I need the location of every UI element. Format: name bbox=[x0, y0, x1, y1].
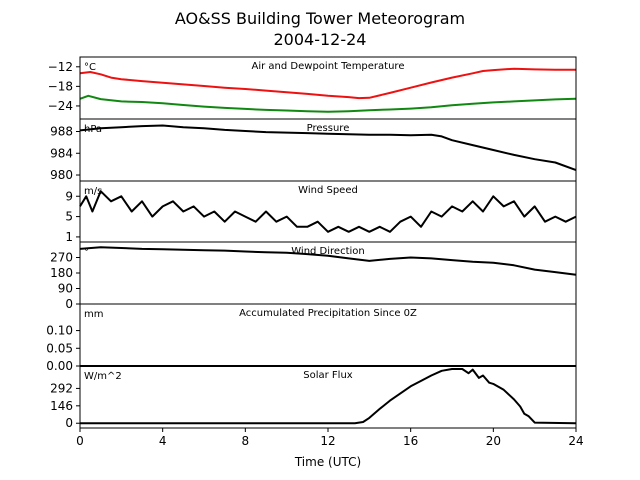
panel-3-unit: ° bbox=[84, 247, 89, 258]
panels-group: −12 −18 −24 °C Air and Dewpoint Temperature 9… bbox=[46, 56, 577, 430]
panel-5-ytick-label: 146 bbox=[50, 399, 73, 413]
panel-5-title: Solar Flux bbox=[303, 370, 353, 381]
panel-1-ytick-label: 988 bbox=[50, 125, 73, 139]
panel-3-ytick-label: 180 bbox=[50, 266, 73, 280]
x-tick-label: 8 bbox=[242, 434, 250, 448]
panel-4-unit: mm bbox=[84, 309, 103, 320]
x-tick-label: 16 bbox=[403, 434, 418, 448]
panel-3-ytick-label: 0 bbox=[65, 297, 73, 311]
panel-0-title: Air and Dewpoint Temperature bbox=[252, 61, 405, 72]
chart-title: AO&SS Building Tower Meteorogram bbox=[175, 9, 465, 28]
panel-3-title: Wind Direction bbox=[291, 246, 365, 257]
panel-5-ytick-label: 0 bbox=[65, 416, 73, 430]
panel-3-ytick-label: 270 bbox=[50, 251, 73, 265]
panel-2-ytick-label: 5 bbox=[65, 210, 73, 224]
panel-0-ytick-label: −12 bbox=[48, 60, 73, 74]
panel-3-series-0-line bbox=[79, 246, 577, 276]
panel-0-ytick-label: −18 bbox=[48, 79, 73, 93]
panel-5-series-0-line bbox=[80, 368, 577, 425]
panel-0-unit: °C bbox=[84, 62, 96, 73]
x-tick-label: 4 bbox=[159, 434, 167, 448]
panel-4-title: Accumulated Precipitation Since 0Z bbox=[239, 308, 417, 319]
panel-4-ytick-label: 0.05 bbox=[46, 341, 73, 355]
panel-0-series-1-line bbox=[79, 94, 577, 113]
panel-2-ytick-label: 9 bbox=[65, 189, 73, 203]
panel-5-unit: W/m^2 bbox=[84, 371, 122, 382]
panel-1-ytick-label: 980 bbox=[50, 168, 73, 182]
panel-2-ytick-label: 1 bbox=[65, 230, 73, 244]
panel-3-ytick-label: 90 bbox=[58, 282, 73, 296]
x-tick-label: 12 bbox=[320, 434, 335, 448]
x-axis-label: Time (UTC) bbox=[294, 455, 361, 469]
panel-2-series-0-line bbox=[79, 190, 577, 233]
panel-4-ytick-label: 0.00 bbox=[46, 359, 73, 373]
panel-5-ytick-label: 292 bbox=[50, 381, 73, 395]
x-tick-label: 20 bbox=[486, 434, 501, 448]
panel-4-ytick-label: 0.10 bbox=[46, 324, 73, 338]
panel-2-unit: m/s bbox=[84, 186, 102, 197]
panel-1-series-0-line bbox=[79, 124, 577, 172]
panel-1-title: Pressure bbox=[307, 123, 350, 134]
x-tick-label: 0 bbox=[76, 434, 84, 448]
panel-0-series-0-line bbox=[79, 67, 576, 100]
panel-0-ytick-label: −24 bbox=[48, 99, 73, 113]
panel-1-unit: hPa bbox=[84, 124, 102, 135]
x-axis: 0 4 8 12 16 20 24 bbox=[76, 428, 584, 448]
chart-subtitle: 2004-12-24 bbox=[274, 30, 367, 49]
x-tick-label: 24 bbox=[568, 434, 583, 448]
panel-2-title: Wind Speed bbox=[298, 185, 358, 196]
panel-1-ytick-label: 984 bbox=[50, 146, 73, 160]
